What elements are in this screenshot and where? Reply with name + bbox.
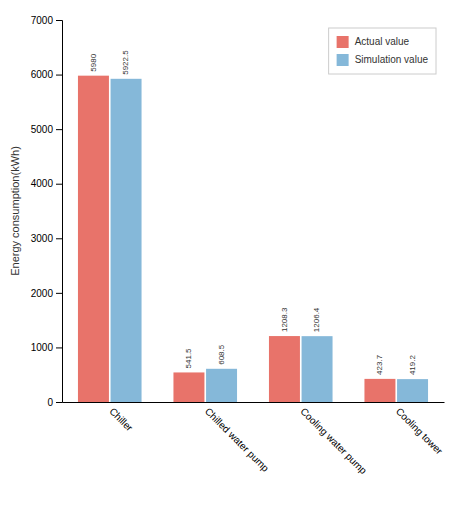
x-tick: Chiller [107, 406, 135, 434]
y-tick-mark [56, 129, 62, 130]
data-label: 1206.4 [312, 307, 321, 332]
data-label: 608.5 [217, 344, 226, 365]
bar [397, 379, 428, 402]
y-tick: 6000 [31, 69, 62, 80]
x-tick: Cooling tower [394, 406, 445, 457]
legend-swatch [337, 36, 349, 48]
data-label: 419.2 [408, 355, 417, 376]
bar-series [78, 76, 395, 402]
y-tick-mark [56, 347, 62, 348]
y-tick: 0 [47, 397, 62, 408]
y-tick-label: 0 [47, 397, 53, 408]
legend-label: Actual value [355, 36, 410, 47]
x-axis-line [63, 402, 445, 403]
y-tick: 5000 [31, 124, 62, 135]
y-tick-mark [56, 184, 62, 185]
x-tick: Cooling water pump [298, 406, 369, 477]
y-tick: 7000 [31, 15, 62, 26]
y-tick-mark [56, 75, 62, 76]
bar [364, 379, 395, 402]
y-tick-label: 1000 [31, 342, 54, 353]
y-tick-label: 6000 [31, 69, 54, 80]
x-tick-label: Cooling water pump [298, 406, 369, 477]
y-tick-label: 7000 [31, 15, 54, 26]
legend-item: Simulation value [337, 54, 429, 66]
y-tick-label: 2000 [31, 288, 54, 299]
bar [302, 336, 333, 402]
y-tick-mark [56, 238, 62, 239]
bar-series [111, 79, 428, 402]
bars [78, 76, 428, 402]
y-tick-mark [56, 293, 62, 294]
bar [111, 79, 142, 402]
y-tick-label: 5000 [31, 124, 54, 135]
data-label: 5922.5 [121, 50, 130, 75]
legend-label: Simulation value [355, 54, 429, 65]
y-tick: 4000 [31, 178, 62, 189]
bar [206, 369, 237, 402]
y-tick-label: 3000 [31, 233, 54, 244]
data-label: 5980 [89, 53, 98, 71]
y-tick: 2000 [31, 288, 62, 299]
x-axis: Chiller Chilled water pump Cooling water p… [63, 403, 446, 477]
x-tick: Chilled water pump [203, 406, 272, 475]
bar [269, 336, 300, 402]
y-tick: 1000 [31, 342, 62, 353]
data-label: 541.5 [184, 348, 193, 369]
plot: 01000200030004000500060007000ChillerChil… [31, 15, 446, 477]
legend-item: Actual value [337, 36, 410, 48]
x-tick-label: Chilled water pump [203, 406, 272, 475]
data-label: 423.7 [375, 354, 384, 375]
x-tick-label: Cooling tower [394, 406, 445, 457]
y-tick-mark [56, 20, 62, 21]
data-labels: 5980 541.5 1208.3 423.7 5922.5 608.5 1206.4 419… [89, 50, 417, 375]
y-tick-label: 4000 [31, 178, 54, 189]
y-axis-title: Energy consumption(kWh) [9, 146, 21, 276]
y-tick: 3000 [31, 233, 62, 244]
y-axis: 0 1000 2000 3000 4000 5000 6000 7000 [31, 15, 63, 408]
chart: 01000200030004000500060007000ChillerChil… [0, 0, 474, 507]
data-label: 1208.3 [280, 307, 289, 332]
y-axis-line [56, 21, 63, 403]
x-tick-label: Chiller [107, 406, 135, 434]
y-tick-mark [56, 402, 62, 403]
legend-frame [329, 28, 436, 74]
legend: Actual value Simulation value [329, 28, 436, 74]
bar [78, 76, 109, 402]
bar [173, 372, 204, 402]
legend-swatch [337, 54, 349, 66]
